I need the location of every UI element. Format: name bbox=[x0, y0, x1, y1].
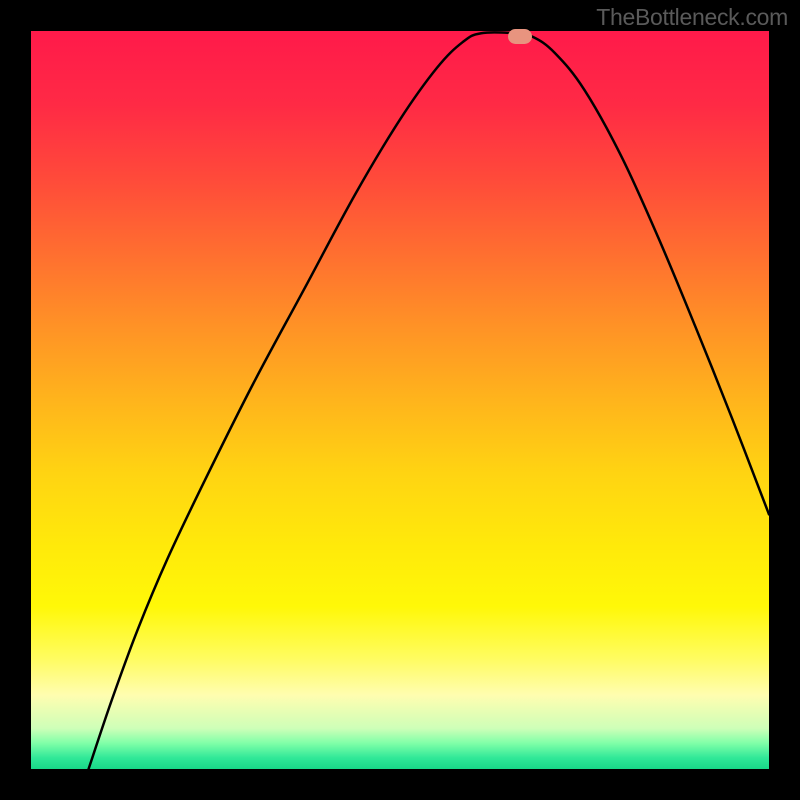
chart-marker bbox=[508, 29, 532, 44]
chart-area bbox=[31, 31, 769, 769]
chart-curve bbox=[31, 31, 769, 769]
watermark-text: TheBottleneck.com bbox=[596, 4, 788, 31]
